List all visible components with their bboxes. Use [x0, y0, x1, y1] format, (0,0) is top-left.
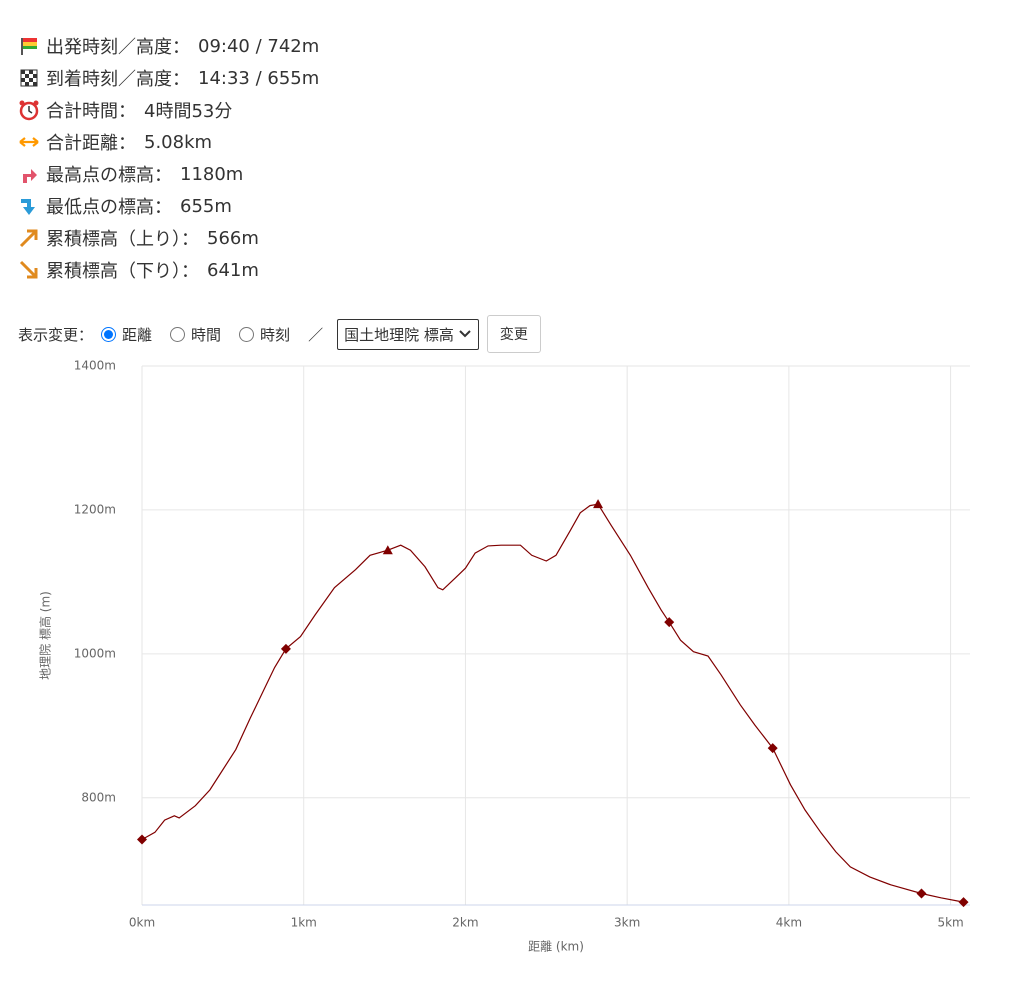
select[interactable]: 国土地理院 標高: [337, 318, 479, 350]
x-tick-label: 3km: [614, 916, 640, 930]
stat-label: 合計時間：: [46, 101, 136, 122]
stat-label: 到着時刻／高度：: [46, 69, 190, 90]
marker: [664, 617, 675, 628]
stat-value: 641m: [207, 259, 259, 281]
stat-row: 出発時刻／高度： 09:40 / 742m: [18, 30, 319, 62]
stat-label: 最低点の標高：: [46, 197, 172, 218]
stat-value: 5.08km: [144, 131, 213, 153]
radio[interactable]: [170, 326, 186, 342]
marker: [137, 834, 147, 845]
radio-label: 距離: [122, 325, 153, 344]
stat-value: 1180m: [180, 163, 244, 185]
radio-option[interactable]: 距離: [101, 324, 152, 345]
x-tick-label: 4km: [776, 916, 802, 930]
select-arrow: [459, 330, 471, 338]
x-tick-label: 5km: [937, 916, 963, 930]
icon: [21, 199, 35, 215]
stat-value: 655m: [180, 195, 232, 217]
stat-label: 累積標高（上り）：: [46, 229, 199, 250]
icon: [19, 137, 39, 147]
x-tick-label: 2km: [452, 916, 478, 930]
stat-value: 4時間53分: [144, 101, 233, 122]
radio-option[interactable]: 時刻: [239, 324, 290, 345]
separator: ／: [308, 325, 324, 344]
radio[interactable]: [101, 326, 117, 342]
stat-row: 累積標高（下り）： 641m: [18, 254, 319, 286]
radio-label: 時間: [191, 325, 222, 344]
y-tick-label: 800m: [81, 790, 116, 804]
marker: [916, 888, 927, 899]
stat-label: 合計距離：: [46, 133, 136, 154]
stat-row: 到着時刻／高度： 14:33 / 655m: [18, 62, 319, 94]
controls: 表示変更： 距離 時間 時刻 ／ 国土地理院 標高 変更: [18, 315, 541, 353]
stat-row: 累積標高（上り）： 566m: [18, 222, 319, 254]
icon: [19, 229, 38, 248]
marker: [958, 897, 969, 908]
marker: [280, 643, 291, 654]
stat-label: 出発時刻／高度：: [46, 37, 190, 58]
icon: [20, 69, 38, 87]
elevation-line: [141, 503, 964, 903]
radio-option[interactable]: 時間: [170, 324, 221, 345]
x-tick-label: 0km: [129, 916, 155, 930]
stat-row: 合計距離： 5.08km: [18, 126, 319, 158]
icon: [19, 100, 39, 121]
button[interactable]: 変更: [486, 315, 541, 353]
marker: [767, 743, 778, 754]
x-axis-title: 距離 (km): [528, 940, 584, 954]
icon: [21, 38, 37, 55]
stat-row: 合計時間： 4時間53分: [18, 94, 319, 126]
marker: [382, 545, 393, 555]
y-axis-title: 地理院 標高 (m): [38, 591, 53, 680]
stats: 出発時刻／高度： 09:40 / 742m 到着時刻／高度： 14:33 / 655…: [18, 30, 319, 286]
icon: [19, 260, 38, 279]
select-value: 国土地理院 標高: [344, 325, 454, 344]
stat-label: 累積標高（下り）：: [46, 261, 199, 282]
stat-value: 14:33 / 655m: [198, 67, 320, 89]
stat-label: 最高点の標高：: [46, 165, 172, 186]
y-tick-label: 1200m: [74, 502, 116, 516]
stat-value: 566m: [207, 227, 259, 249]
radio[interactable]: [239, 326, 255, 342]
stat-row: 最高点の標高： 1180m: [18, 158, 319, 190]
icon: [23, 169, 37, 183]
x-tick-label: 1km: [291, 916, 317, 930]
marker: [593, 499, 604, 509]
y-tick-label: 1400m: [74, 359, 116, 373]
radio-label: 時刻: [260, 325, 291, 344]
controls-label: 表示変更：: [18, 325, 94, 344]
stat-value: 09:40 / 742m: [198, 35, 320, 57]
y-tick-label: 1000m: [74, 646, 116, 660]
stat-row: 最低点の標高： 655m: [18, 190, 319, 222]
